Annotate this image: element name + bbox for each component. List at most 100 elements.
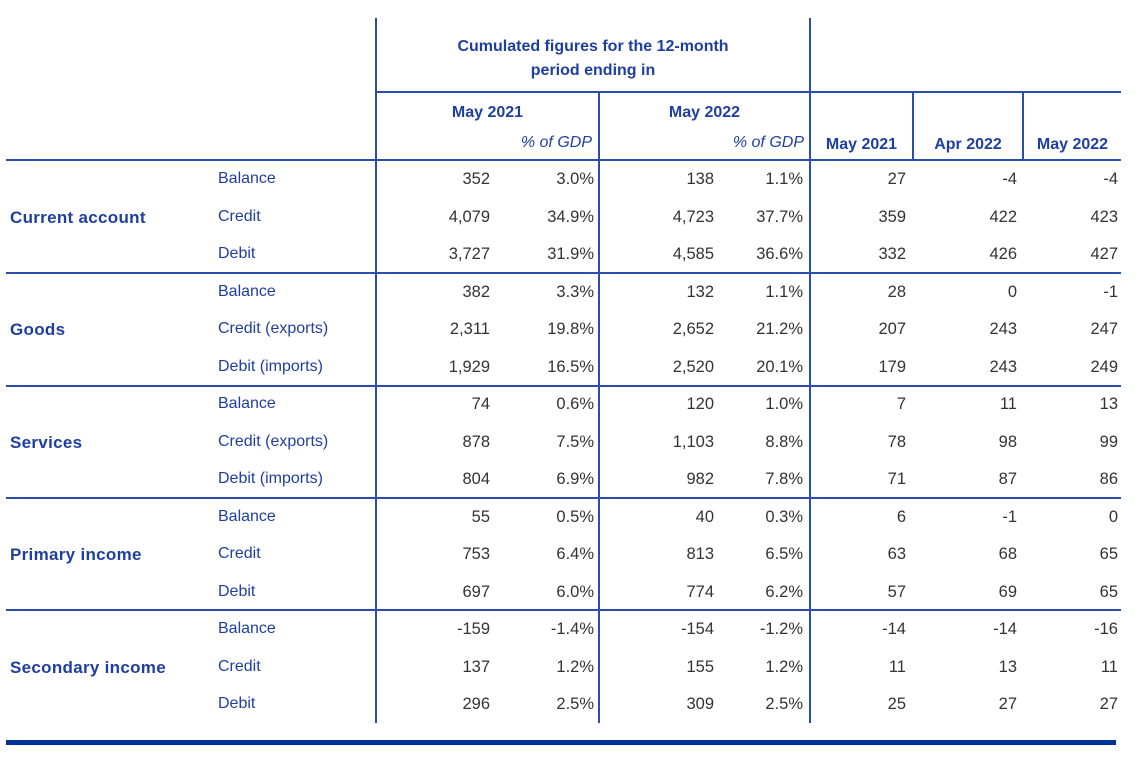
table-cell: 6.2% <box>765 582 803 601</box>
table-cell: 57 <box>887 582 906 601</box>
table-cell: 13 <box>998 657 1017 676</box>
table-cell: 65 <box>1099 582 1118 601</box>
table-cell: 332 <box>878 245 906 263</box>
table-cell: 6.4% <box>556 545 594 563</box>
table-cell: 99 <box>1099 432 1118 451</box>
table-cell: 247 <box>1090 320 1118 338</box>
table-cell: 16.5% <box>547 357 594 376</box>
table-cell: 25 <box>887 695 906 713</box>
divider-vertical <box>912 92 914 160</box>
table-cell: 68 <box>998 545 1017 563</box>
group-title-line2: period ending in <box>530 62 656 79</box>
section-label: Goods <box>10 320 66 339</box>
table-cell: -1 <box>1103 282 1118 301</box>
column-header-cumulated-may-2021: May 2021 <box>451 104 524 121</box>
table-cell: 31.9% <box>547 245 594 263</box>
table-cell: 98 <box>998 432 1017 451</box>
table-cell: 21.2% <box>756 320 803 338</box>
table-cell: 249 <box>1090 357 1118 376</box>
table-cell: 296 <box>462 695 490 713</box>
table-cell: 309 <box>686 695 714 713</box>
table-cell: 0.5% <box>556 507 594 526</box>
table-cell: 87 <box>998 470 1017 488</box>
table-cell: 3.0% <box>556 170 594 188</box>
table-cell: 74 <box>471 395 490 413</box>
table-cell: -4 <box>1002 170 1017 188</box>
row-label: Credit <box>218 657 261 675</box>
table-cell: 2,311 <box>449 320 490 338</box>
table-cell: 36.6% <box>756 245 803 263</box>
table-cell: 2,652 <box>672 320 714 338</box>
table-cell: -1.4% <box>550 620 594 638</box>
table-cell: 27 <box>887 170 906 188</box>
divider-vertical <box>598 92 600 723</box>
table-cell: 878 <box>462 432 490 451</box>
column-subheader-gdp-2021: % of GDP <box>520 134 592 151</box>
table-cell: 2.5% <box>556 695 594 713</box>
section-divider <box>6 609 1121 611</box>
table-cell: -1.2% <box>759 620 803 638</box>
section-divider <box>6 497 1121 499</box>
table-cell: 0 <box>1108 507 1118 526</box>
table-cell: -1 <box>1002 507 1017 526</box>
table-cell: 243 <box>989 320 1017 338</box>
table-cell: -16 <box>1094 620 1118 638</box>
table-cell: 1,103 <box>672 432 714 451</box>
table-cell: 0.6% <box>556 395 594 413</box>
table-cell: 120 <box>686 395 714 413</box>
divider-vertical <box>809 18 811 723</box>
table-cell: 422 <box>989 207 1017 226</box>
row-label: Credit <box>218 207 261 225</box>
table-cell: 0 <box>1007 282 1017 301</box>
table-cell: 1.1% <box>765 282 803 301</box>
row-label: Debit (imports) <box>218 357 323 375</box>
column-header-monthly-may-2021: May 2021 <box>825 136 898 153</box>
table-cell: 1.1% <box>765 170 803 188</box>
table-cell: 20.1% <box>756 357 803 376</box>
row-label: Debit <box>218 245 256 262</box>
table-cell: -14 <box>993 620 1017 638</box>
table-cell: 55 <box>471 507 490 526</box>
table-cell: 426 <box>989 245 1017 263</box>
table-cell: 71 <box>887 470 906 488</box>
table-cell: 7 <box>896 395 906 413</box>
table-cell: 804 <box>462 470 490 488</box>
row-label: Balance <box>218 170 276 187</box>
table-cell: 78 <box>887 432 906 451</box>
table-cell: 65 <box>1099 545 1118 563</box>
table-cell: -154 <box>680 620 714 638</box>
table-cell: 0.3% <box>765 507 803 526</box>
section-label: Current account <box>10 207 146 227</box>
table-cell: 3,727 <box>448 245 490 263</box>
table-cell: 8.8% <box>765 432 803 451</box>
table-cell: 6.9% <box>556 470 594 488</box>
row-label: Balance <box>218 507 276 525</box>
table-cell: -159 <box>456 620 490 638</box>
table-cell: 427 <box>1090 245 1118 263</box>
table-cell: 11 <box>1100 657 1118 676</box>
divider-vertical <box>1022 92 1024 160</box>
table-cell: 2,520 <box>672 357 714 376</box>
table-cell: 753 <box>462 545 490 563</box>
table-cell: 1.2% <box>556 657 594 676</box>
table-cell: 6.0% <box>556 582 594 601</box>
table-cell: 138 <box>686 170 714 188</box>
bottom-rule <box>6 740 1116 745</box>
table-cell: 11 <box>999 395 1017 413</box>
group-title-line1: Cumulated figures for the 12-month <box>457 38 729 55</box>
table-cell: -4 <box>1103 170 1118 188</box>
table-cell: 6.5% <box>765 545 803 563</box>
table-cell: 1.0% <box>765 395 803 413</box>
table-cell: 207 <box>878 320 906 338</box>
row-label: Debit <box>218 582 256 600</box>
table-cell: 1.2% <box>765 657 803 676</box>
table-cell: 243 <box>989 357 1017 376</box>
section-label: Services <box>10 432 83 452</box>
table-cell: 352 <box>462 170 490 188</box>
section-label: Secondary income <box>10 657 166 677</box>
column-header-cumulated-may-2022: May 2022 <box>668 104 741 121</box>
table-cell: 137 <box>462 657 490 676</box>
table-cell: 1,929 <box>448 357 490 376</box>
table-cell: 11 <box>888 657 906 676</box>
table-cell: 7.5% <box>556 432 594 451</box>
